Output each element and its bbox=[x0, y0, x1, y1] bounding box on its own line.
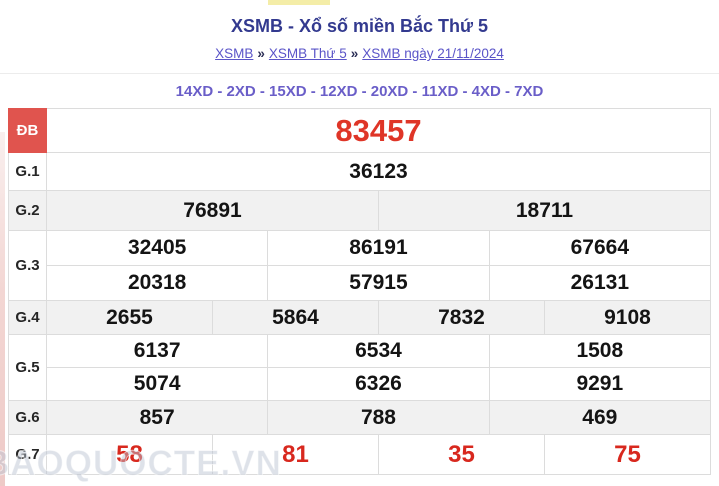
breadcrumb-link-xsmb[interactable]: XSMB bbox=[215, 46, 254, 61]
table-row-g5b: 5074 6326 9291 bbox=[9, 367, 712, 401]
table-row-g4: G.4 2655 5864 7832 9108 bbox=[8, 300, 712, 335]
breadcrumb-separator: » bbox=[257, 46, 265, 61]
prize-label-g4: G.4 bbox=[8, 300, 47, 335]
head-numbers-line: 14XD - 2XD - 15XD - 12XD - 20XD - 11XD -… bbox=[175, 83, 544, 100]
prize-value: 1508 bbox=[488, 334, 712, 368]
prize-value: 58 bbox=[46, 434, 213, 475]
prize-label-g2: G.2 bbox=[8, 190, 47, 231]
prize-label-g7: G.7 bbox=[8, 434, 47, 475]
prize-value: 6326 bbox=[267, 367, 490, 401]
prize-value: 469 bbox=[488, 400, 712, 435]
prize-label-g6: G.6 bbox=[8, 400, 47, 435]
prize-label-g1: G.1 bbox=[8, 152, 47, 191]
lottery-results-table: ĐB 83457 G.1 36123 G.2 76891 18711 G.3 3… bbox=[8, 108, 712, 475]
prize-value: 5074 bbox=[45, 367, 269, 401]
prize-value: 83457 bbox=[46, 108, 711, 153]
prize-value: 788 bbox=[267, 400, 490, 435]
prize-value: 76891 bbox=[46, 190, 379, 231]
prize-value: 26131 bbox=[488, 265, 712, 301]
prize-value: 36123 bbox=[46, 152, 711, 191]
table-row-g3b: 20318 57915 26131 bbox=[9, 265, 712, 301]
table-row-g2: G.2 76891 18711 bbox=[8, 190, 712, 231]
prize-value: 20318 bbox=[45, 265, 269, 301]
table-row-g1: G.1 36123 bbox=[8, 152, 711, 191]
prize-value: 7832 bbox=[377, 300, 545, 335]
prize-value: 18711 bbox=[377, 190, 712, 231]
prize-value: 9291 bbox=[488, 367, 712, 401]
breadcrumb-link-xsmb-thu5[interactable]: XSMB Thứ 5 bbox=[268, 46, 347, 61]
table-row-db: ĐB 83457 bbox=[8, 108, 711, 153]
table-row-g5: G.5 6137 6534 1508 bbox=[8, 334, 712, 401]
header-divider bbox=[0, 73, 719, 74]
prize-value: 857 bbox=[45, 400, 269, 435]
prize-value: 9108 bbox=[543, 300, 712, 335]
table-row-g3: G.3 32405 86191 67664 bbox=[8, 230, 712, 301]
left-edge-strip bbox=[0, 132, 5, 486]
breadcrumb-separator: » bbox=[350, 46, 359, 61]
page-header: XSMB - Xổ số miền Bắc Thứ 5 XSMB» XSMB Th… bbox=[0, 0, 719, 61]
prize-value: 5864 bbox=[211, 300, 379, 335]
prize-value: 6534 bbox=[267, 334, 490, 368]
prize-label-g3: G.3 bbox=[8, 230, 47, 301]
prize-value: 67664 bbox=[488, 230, 712, 266]
breadcrumb: XSMB» XSMB Thứ 5» XSMB ngày 21/11/2024 bbox=[0, 46, 719, 61]
breadcrumb-link-xsmb-date[interactable]: XSMB ngày 21/11/2024 bbox=[362, 46, 504, 61]
prize-value: 2655 bbox=[46, 300, 213, 335]
table-row-g7: G.7 58 81 35 75 bbox=[8, 434, 712, 475]
prize-value: 57915 bbox=[267, 265, 490, 301]
table-row-g6: G.6 857 788 469 bbox=[8, 400, 712, 435]
prize-value: 86191 bbox=[267, 230, 490, 266]
prize-value: 32405 bbox=[45, 230, 269, 266]
prize-value: 6137 bbox=[45, 334, 269, 368]
page-title: XSMB - Xổ số miền Bắc Thứ 5 bbox=[230, 16, 489, 36]
prize-label-db: ĐB bbox=[8, 108, 47, 153]
prize-value: 75 bbox=[543, 434, 712, 475]
prize-label-g5: G.5 bbox=[8, 334, 47, 401]
prize-value: 35 bbox=[377, 434, 545, 475]
top-edge-highlight-strip bbox=[268, 0, 330, 5]
prize-value: 81 bbox=[211, 434, 379, 475]
